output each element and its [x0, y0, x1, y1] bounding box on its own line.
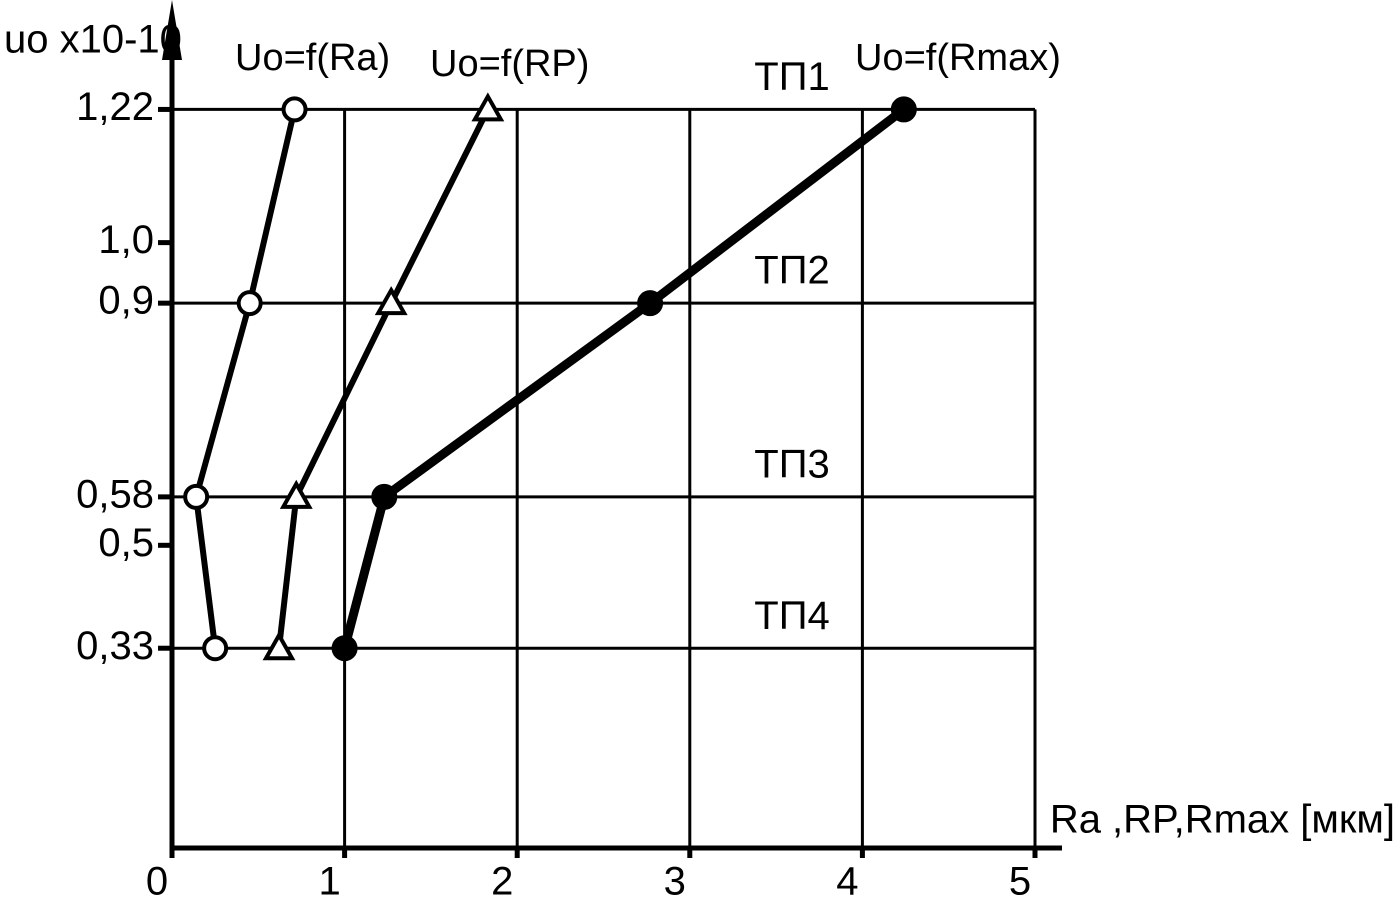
point	[890, 96, 917, 123]
annotation: ТП1	[754, 55, 829, 99]
annotation: ТП4	[754, 594, 829, 638]
point	[637, 290, 664, 317]
x-tick-label: 0	[146, 860, 168, 898]
point	[202, 635, 229, 662]
series-line	[340, 105, 907, 650]
x-tick-label: 3	[664, 860, 686, 898]
y-axis-label: uo x10-10	[4, 18, 182, 62]
point	[183, 483, 210, 510]
annotation: ТП2	[754, 249, 829, 293]
x-tick-label: 1	[318, 860, 340, 898]
x-tick-label: 5	[1009, 860, 1031, 898]
legend-label: Uo=f(RP)	[430, 43, 589, 85]
point	[262, 631, 296, 661]
point	[331, 635, 358, 662]
y-tick-label: 0,9	[98, 279, 154, 323]
legend-label: Uo=f(Rmax)	[855, 37, 1061, 79]
x-tick-label: 2	[491, 860, 513, 898]
point	[374, 286, 408, 316]
annotation: ТП3	[754, 442, 829, 486]
x-axis-label: Ra ,RP,Rmax [мкм]	[1050, 798, 1395, 842]
legend-label: Uo=f(Ra)	[235, 37, 390, 79]
point	[281, 96, 308, 123]
point	[471, 92, 505, 122]
point	[371, 483, 398, 510]
y-tick-label: 1,0	[98, 218, 154, 262]
point	[279, 479, 313, 509]
y-tick-label: 0,5	[98, 521, 154, 565]
series-line	[193, 108, 298, 649]
y-axis-arrow	[162, 0, 182, 60]
y-tick-label: 0,33	[76, 624, 154, 668]
x-tick-label: 4	[836, 860, 858, 898]
point	[236, 290, 263, 317]
y-tick-label: 1,22	[76, 85, 154, 129]
y-tick-label: 0,58	[76, 472, 154, 516]
series-line	[276, 108, 491, 649]
